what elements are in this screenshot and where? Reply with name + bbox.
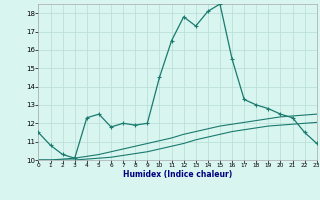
X-axis label: Humidex (Indice chaleur): Humidex (Indice chaleur) [123,170,232,179]
